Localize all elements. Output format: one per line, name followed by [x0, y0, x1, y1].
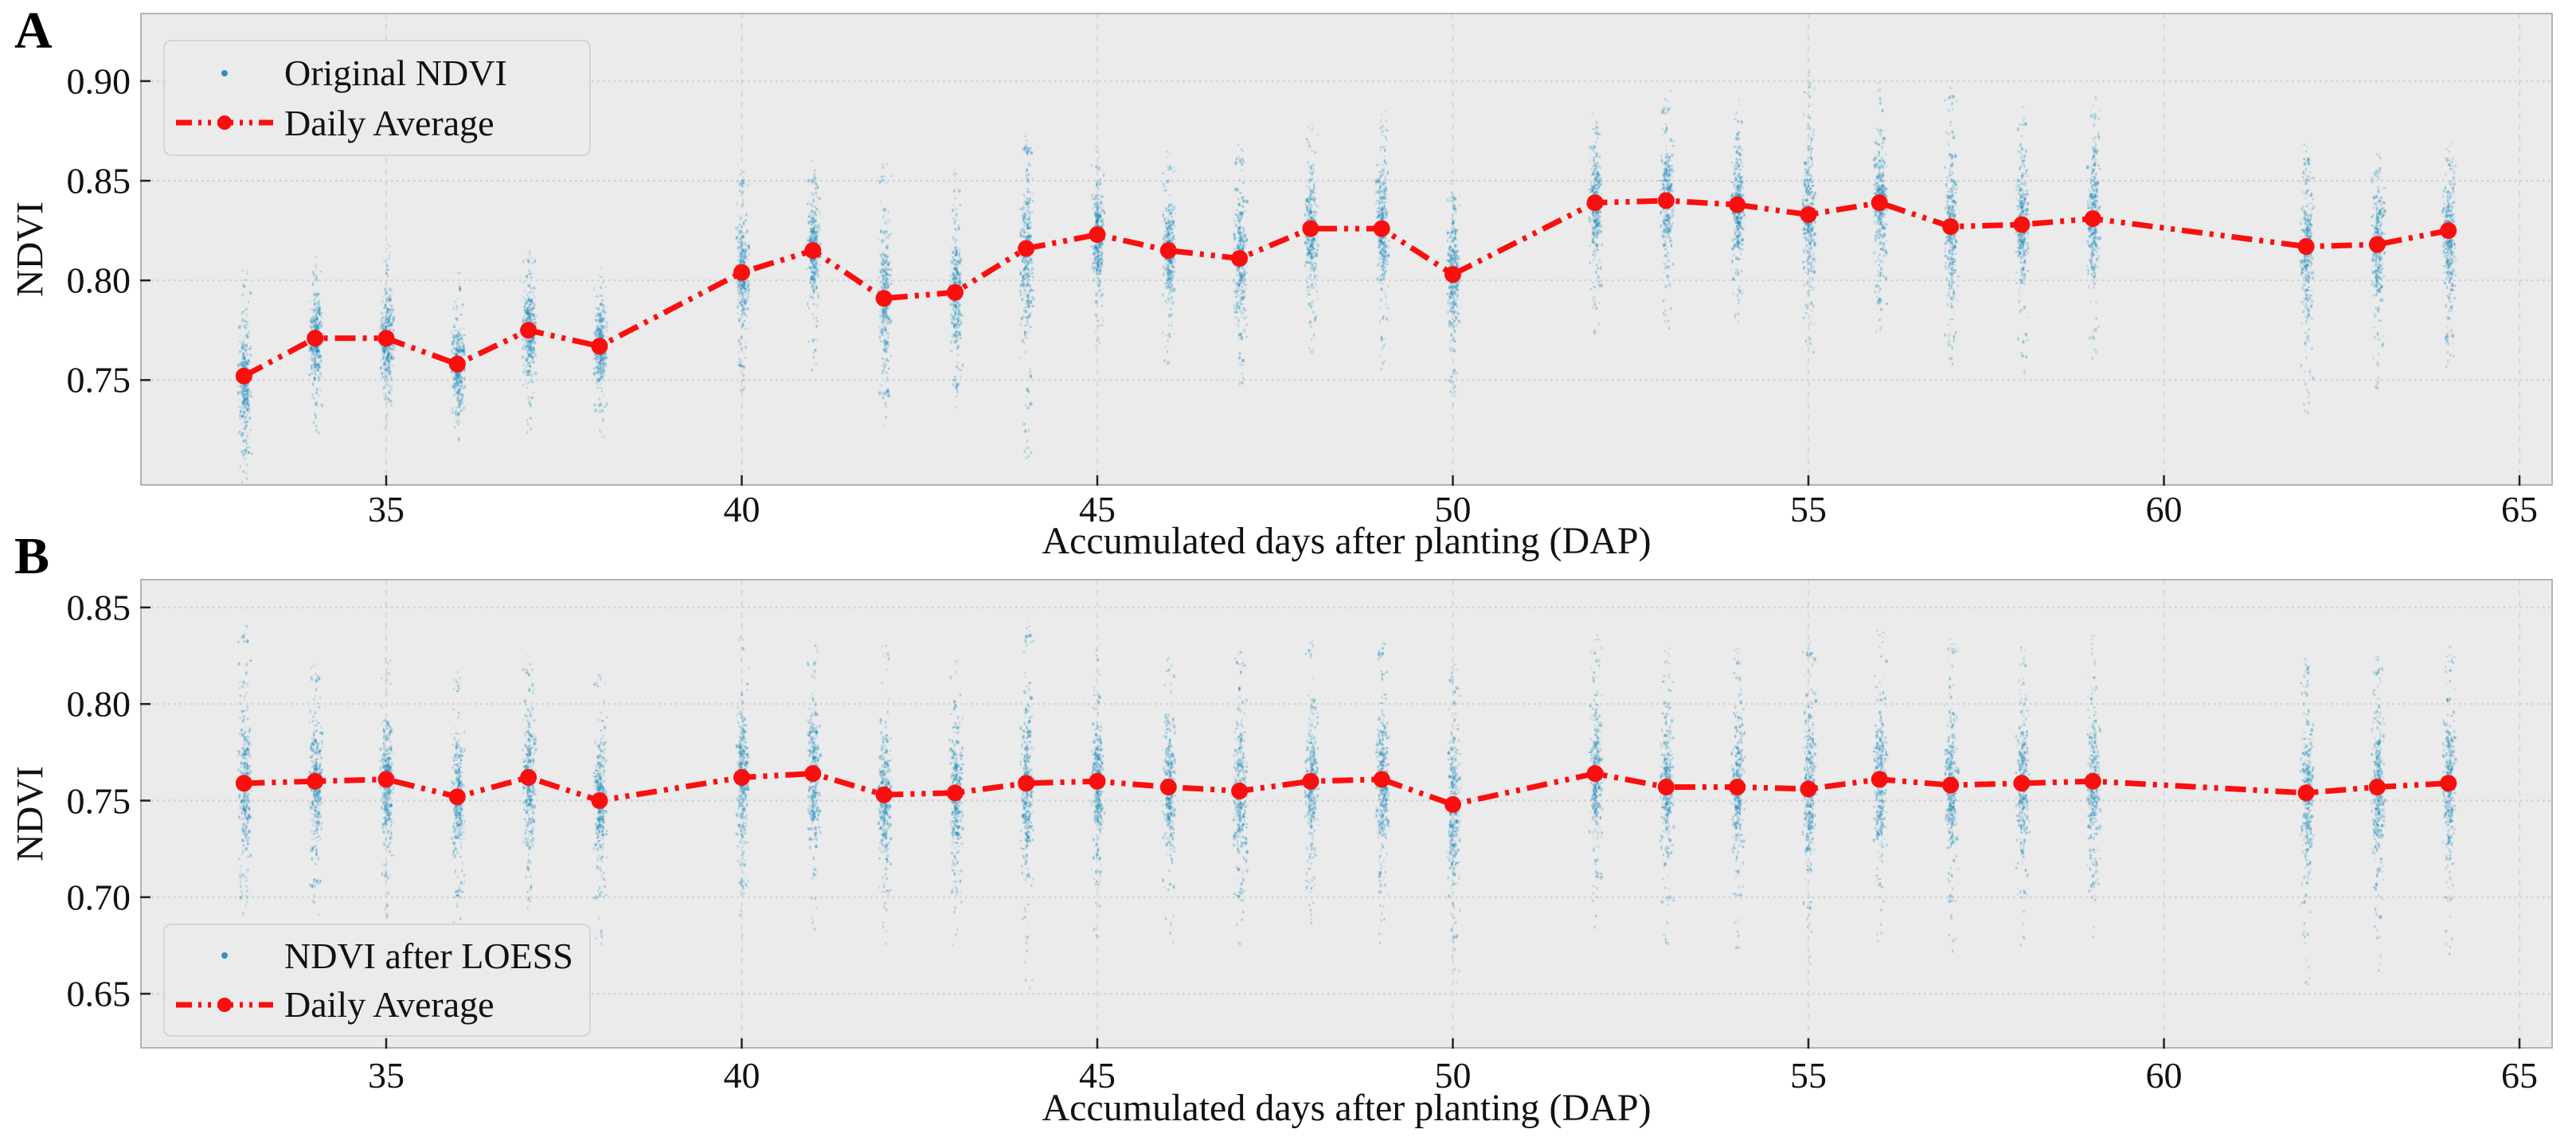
xtick-label: 60: [2145, 489, 2183, 529]
panel-a-line-overlay: [140, 13, 2553, 486]
plot-frame: [140, 13, 2553, 486]
ytick-label: 0.85: [66, 160, 131, 201]
xtick-label: 35: [367, 489, 405, 529]
ytick-label: 0.70: [66, 877, 131, 918]
xtick-label: 35: [367, 1055, 405, 1096]
ytick-label: 0.85: [66, 587, 131, 628]
ytick-label: 0.75: [66, 780, 131, 821]
panel-b-legend: NDVI after LOESS Daily Average: [163, 924, 591, 1037]
panel-b-line-overlay: [140, 579, 2553, 1049]
daily-average-line: [244, 770, 2449, 808]
dash-dot-line-icon: [165, 995, 284, 1014]
ytick-label: 0.80: [66, 683, 131, 725]
panel-a-x-axis-label: Accumulated days after planting (DAP): [1042, 520, 1652, 562]
daily-average-markers: [235, 765, 2457, 813]
xtick-label: 45: [1078, 1055, 1116, 1096]
ytick-label: 0.80: [66, 260, 131, 301]
ytick-label: 0.75: [66, 359, 131, 400]
xtick-label: 55: [1790, 489, 1827, 529]
xtick-label: 65: [2501, 489, 2539, 529]
legend-row-daily-average: Daily Average: [165, 100, 589, 146]
daily-average-markers: [235, 192, 2457, 385]
ytick-label: 0.65: [66, 973, 131, 1014]
tick-marks: [140, 606, 2521, 1049]
legend-row-ndvi-after-loess: NDVI after LOESS: [165, 932, 589, 979]
legend-row-daily-average: Daily Average: [165, 982, 589, 1028]
plot-frame: [140, 579, 2553, 1049]
xtick-label: 50: [1434, 1055, 1472, 1096]
daily-average-line: [242, 197, 2449, 379]
xtick-label: 45: [1078, 489, 1116, 529]
xtick-label: 40: [723, 1055, 760, 1096]
xtick-label: 40: [723, 489, 760, 529]
panel-a-legend: Original NDVI Daily Average: [163, 40, 591, 156]
legend-label: NDVI after LOESS: [284, 935, 573, 976]
scatter-marker-icon: [165, 69, 284, 76]
ytick-label: 0.90: [66, 61, 131, 102]
xtick-label: 60: [2145, 1055, 2183, 1096]
xtick-label: 65: [2501, 1055, 2539, 1096]
scatter-marker-icon: [165, 952, 284, 959]
dash-dot-line-icon: [165, 113, 284, 132]
panel-b-letter: B: [14, 527, 50, 585]
legend-row-original-ndvi: Original NDVI: [165, 50, 589, 96]
xtick-label: 50: [1434, 489, 1472, 529]
legend-label: Daily Average: [284, 984, 494, 1026]
legend-label: Original NDVI: [284, 53, 507, 94]
tick-marks: [140, 80, 2521, 486]
panel-b-x-axis-label: Accumulated days after planting (DAP): [1042, 1087, 1652, 1129]
legend-label: Daily Average: [284, 102, 494, 143]
xtick-label: 55: [1790, 1055, 1827, 1096]
panel-a-letter: A: [14, 2, 53, 60]
